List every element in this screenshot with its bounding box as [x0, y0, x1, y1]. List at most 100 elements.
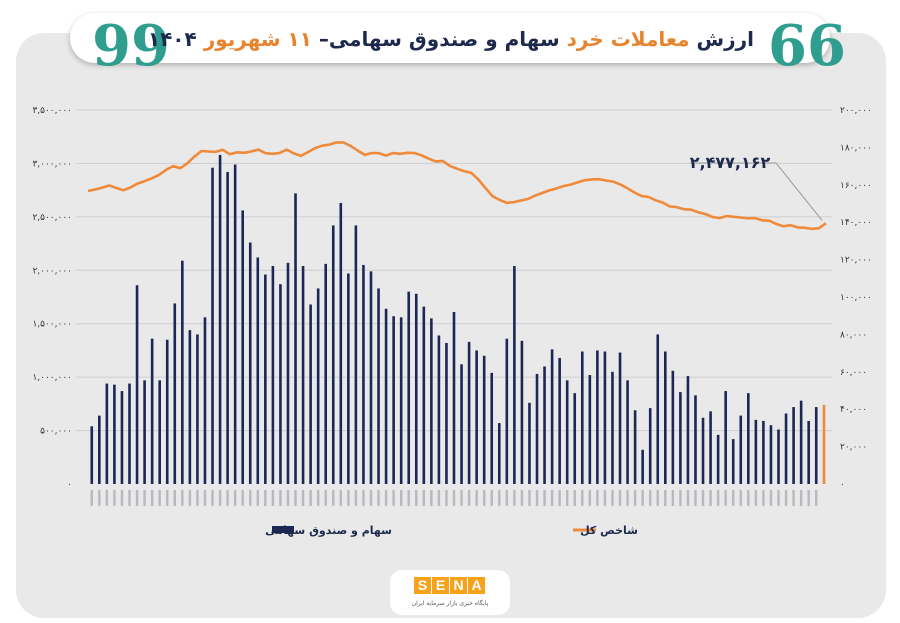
- left-axis-tick-label: ۳,۵۰۰,۰۰۰: [32, 106, 72, 116]
- x-tick-label: [739, 490, 742, 506]
- x-tick-label: [482, 490, 486, 506]
- x-tick-label: [618, 490, 622, 506]
- bar: [754, 419, 758, 484]
- x-tick-label: [120, 490, 124, 506]
- annotation-label: ۲,۴۷۷,۱۶۲: [690, 153, 771, 172]
- left-axis-tick-label: ۲,۰۰۰,۰۰۰: [32, 266, 72, 276]
- left-axis-tick-label: ۳,۰۰۰,۰۰۰: [32, 159, 72, 169]
- bar: [611, 371, 614, 484]
- x-tick-label: [135, 490, 139, 506]
- x-tick-label: [799, 490, 803, 506]
- bar: [580, 351, 584, 484]
- bar: [445, 342, 448, 484]
- annotation-leader: [690, 162, 823, 221]
- title-part-2: معاملات خرد: [566, 27, 690, 51]
- right-axis-tick-label: ۱۸۰,۰۰۰: [840, 143, 872, 153]
- highlight-bar: [822, 404, 826, 484]
- title-part-3: سهام و صندوق سهامی–: [318, 27, 560, 51]
- bar: [279, 284, 282, 484]
- bar: [490, 372, 494, 484]
- bar: [679, 392, 682, 484]
- bar: [233, 164, 237, 485]
- bar: [294, 193, 297, 484]
- bar: [731, 439, 735, 484]
- bar: [181, 260, 184, 484]
- x-tick-label: [173, 490, 176, 506]
- x-tick-label: [113, 490, 116, 506]
- bar: [588, 375, 592, 484]
- bar: [724, 391, 727, 484]
- bar: [369, 271, 373, 484]
- bar: [407, 291, 411, 484]
- x-tick-label: [792, 490, 795, 506]
- x-tick-label: [339, 490, 343, 506]
- logo-letter: S: [414, 577, 431, 594]
- bar: [226, 171, 229, 484]
- x-tick-label: [467, 490, 471, 506]
- bar: [452, 311, 456, 484]
- x-tick-label: [143, 490, 146, 506]
- bar: [762, 420, 765, 484]
- x-tick-label: [581, 490, 584, 506]
- x-tick-label: [98, 490, 101, 506]
- x-tick-label: [694, 490, 697, 506]
- bar: [769, 425, 773, 484]
- left-axis-tick-label: ۵۰۰,۰۰۰: [40, 427, 72, 437]
- bar: [339, 202, 343, 485]
- x-tick-label: [656, 490, 659, 506]
- x-tick-label: [324, 490, 327, 506]
- bar: [656, 334, 660, 484]
- x-tick-label: [573, 490, 576, 506]
- bar: [196, 334, 199, 484]
- bar: [550, 349, 554, 484]
- x-tick-label: [407, 490, 410, 506]
- bar: [384, 308, 388, 484]
- legend-line-label: شاخص کل: [580, 524, 638, 537]
- x-tick-label: [596, 490, 599, 506]
- x-tick-label: [150, 490, 154, 506]
- x-tick-label: [784, 490, 788, 506]
- bar: [241, 210, 245, 484]
- x-tick-label: [452, 490, 456, 506]
- title-part-5: ۱۴۰۴: [147, 27, 197, 51]
- left-axis-tick-label: ۱,۰۰۰,۰۰۰: [32, 373, 72, 383]
- bar: [173, 303, 177, 484]
- x-tick-label: [679, 490, 682, 506]
- bar: [113, 384, 116, 484]
- x-tick-label: [203, 490, 207, 506]
- legend-bars-swatch: [272, 526, 294, 533]
- x-tick-label: [226, 490, 229, 506]
- bar: [573, 393, 577, 484]
- x-tick-label: [611, 490, 614, 506]
- bar: [309, 304, 312, 484]
- x-tick-label: [701, 490, 705, 506]
- bar: [520, 340, 524, 484]
- title-banner: [70, 13, 830, 63]
- x-tick-label: [633, 490, 637, 506]
- bar: [626, 380, 629, 484]
- bar: [414, 293, 418, 484]
- x-tick-label: [754, 490, 758, 506]
- bar: [271, 266, 275, 484]
- bar: [150, 338, 154, 484]
- x-tick-label: [90, 490, 93, 506]
- bar: [641, 449, 644, 484]
- x-tick-label: [309, 490, 312, 506]
- bar: [648, 408, 652, 484]
- left-axis-tick-label: ۱,۵۰۰,۰۰۰: [32, 320, 72, 330]
- x-tick-label: [392, 490, 395, 506]
- right-axis-tick-label: ۱۰۰,۰۰۰: [840, 293, 872, 303]
- x-tick-label: [769, 490, 773, 506]
- x-tick-label: [709, 490, 712, 506]
- right-axis-tick-label: ۰: [840, 480, 845, 490]
- bar: [596, 350, 599, 484]
- sena-logo-letters: S E N A: [414, 577, 485, 594]
- bar: [467, 341, 471, 484]
- x-tick-label: [641, 490, 644, 506]
- bar: [618, 352, 622, 484]
- x-tick-label: [399, 490, 403, 506]
- bar: [543, 366, 546, 484]
- bar: [558, 357, 561, 484]
- bar: [98, 415, 101, 484]
- x-tick-label: [301, 490, 305, 506]
